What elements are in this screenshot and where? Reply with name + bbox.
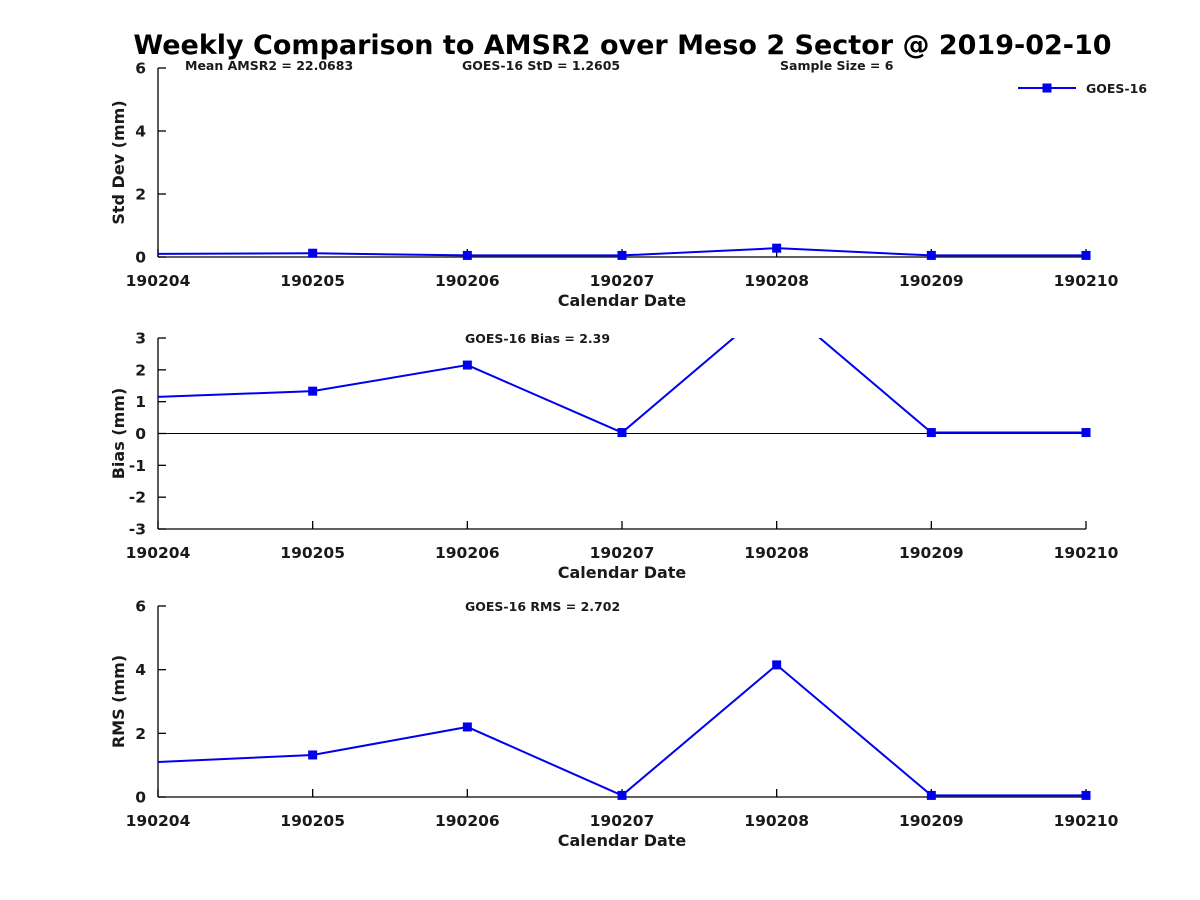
x-tick-label: 190204 [126,812,191,830]
y-axis-label: Std Dev (mm) [109,100,128,224]
x-tick-label: 190209 [899,544,964,562]
data-point-marker [617,250,627,260]
data-point-marker [617,428,627,438]
x-tick-label: 190205 [280,812,345,830]
y-tick-label: 1 [135,393,146,411]
data-point-marker [772,660,782,670]
annotation-text: GOES-16 RMS = 2.702 [465,599,620,614]
y-tick-label: 0 [135,789,146,807]
x-tick-label: 190210 [1054,544,1119,562]
x-tick-label: 190205 [280,272,345,290]
y-axis-label: Bias (mm) [109,388,128,480]
subplot-rms: 0 2 4 6 190204 190205 190206 190207 190208 190209… [109,598,1119,851]
data-point-marker [926,250,936,260]
data-point-marker [1081,790,1091,800]
x-tick-label: 190208 [744,812,809,830]
x-tick-label: 190209 [899,272,964,290]
y-tick-label: 4 [135,123,146,141]
y-tick-label: 2 [135,186,146,204]
y-tick-label: 4 [135,661,146,679]
data-point-marker [1081,250,1091,260]
subplot-std-dev: 0 2 4 6 190204 190205 190206 190207 190208 190209… [109,58,1147,310]
data-point-marker [462,722,472,732]
x-tick-label: 190205 [280,544,345,562]
y-tick-label: -3 [129,521,146,539]
annotation-text: GOES-16 StD = 1.2605 [462,58,620,73]
y-axis-label: RMS (mm) [109,655,128,748]
x-tick-label: 190207 [590,544,655,562]
x-axis-label: Calendar Date [558,563,687,582]
annotation-text: GOES-16 Bias = 2.39 [465,331,610,346]
x-tick-label: 190204 [126,544,191,562]
x-tick-label: 190206 [435,544,500,562]
data-point-marker [926,790,936,800]
data-point-marker [308,248,318,258]
x-tick-label: 190204 [126,272,191,290]
y-tick-label: 2 [135,361,146,379]
x-tick-label: 190206 [435,272,500,290]
data-point-marker [772,243,782,253]
series-line [157,338,1086,434]
legend-marker [1042,83,1052,93]
y-tick-label: -2 [129,489,146,507]
x-tick-label: 190208 [744,272,809,290]
data-point-marker [462,360,472,370]
y-tick-label: 6 [135,598,146,616]
y-tick-label: 0 [135,425,146,443]
data-point-marker [462,250,472,260]
legend: GOES-16 [1018,81,1147,96]
data-point-marker [926,428,936,438]
subplot-bias: -3 -2 -1 0 1 2 3 190204 190205 190206 190207 190208… [109,330,1119,583]
x-tick-label: 190207 [590,812,655,830]
y-tick-label: 0 [135,249,146,267]
annotation-text: Mean AMSR2 = 22.0683 [185,58,353,73]
x-tick-label: 190206 [435,812,500,830]
series-line [157,663,1086,797]
x-axis-label: Calendar Date [558,831,687,850]
x-tick-label: 190209 [899,812,964,830]
data-point-marker [1081,428,1091,438]
data-point-marker [308,386,318,396]
x-tick-label: 190210 [1054,812,1119,830]
y-tick-label: 2 [135,725,146,743]
x-tick-label: 190210 [1054,272,1119,290]
annotation-text: Sample Size = 6 [780,58,894,73]
y-tick-label: -1 [129,457,146,475]
x-axis-label: Calendar Date [558,291,687,310]
x-tick-label: 190208 [744,544,809,562]
y-tick-label: 6 [135,60,146,78]
chart-title: Weekly Comparison to AMSR2 over Meso 2 S… [133,30,1112,61]
y-tick-label: 3 [135,330,146,348]
data-point-marker [617,790,627,800]
x-tick-label: 190207 [590,272,655,290]
legend-label: GOES-16 [1086,81,1147,96]
data-point-marker [308,750,318,760]
